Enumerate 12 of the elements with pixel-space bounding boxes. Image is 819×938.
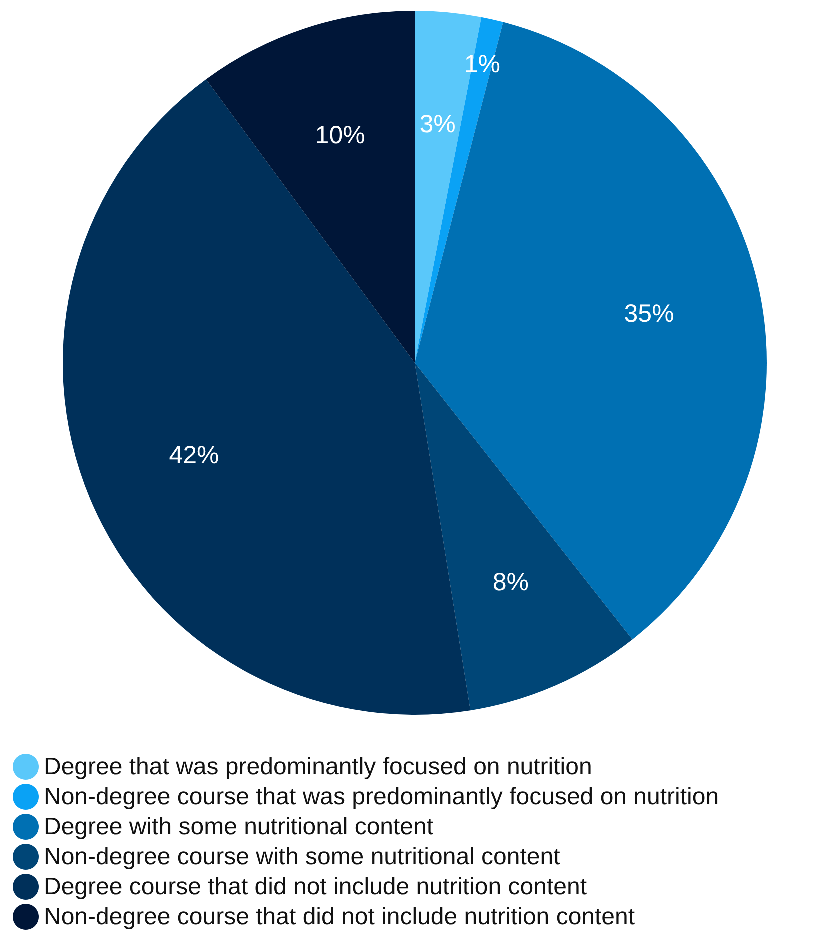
data-label: 1% <box>464 50 501 78</box>
data-label: 42% <box>169 441 220 470</box>
legend-label: Degree course that did not include nutrition content <box>44 874 588 900</box>
legend-label: Degree that was predominantly focused on nutrition <box>44 754 592 780</box>
data-label: 3% <box>420 110 456 139</box>
legend-label: Non-degree course that was predominantly focused on nutrition <box>44 784 720 810</box>
data-label: 35% <box>624 300 674 328</box>
legend-label: Non-degree course that did not include nutrition content <box>44 904 636 930</box>
data-label: 8% <box>492 568 530 596</box>
legend-label: Degree with some nutritional content <box>44 814 434 840</box>
data-label: 10% <box>315 122 366 150</box>
legend-label: Non-degree course with some nutritional content <box>44 844 561 870</box>
